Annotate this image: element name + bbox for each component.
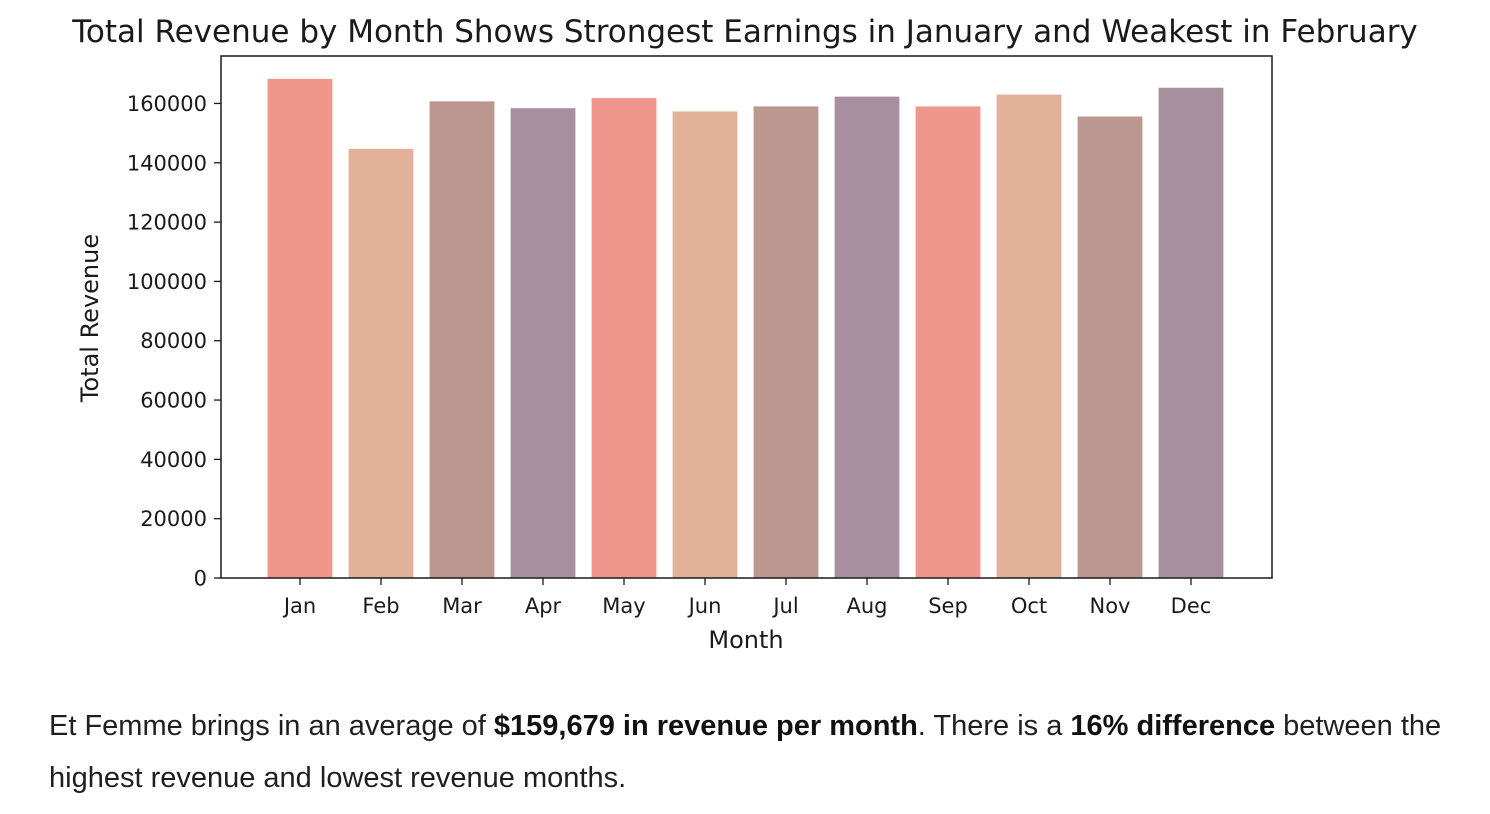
x-tick-label: Jul <box>771 594 798 618</box>
bar-mar <box>429 101 495 578</box>
bar-jul <box>753 106 819 578</box>
x-tick-label: May <box>602 594 645 618</box>
bar-jun <box>672 111 738 579</box>
caption-text-3: between the highest revenue and lowest r… <box>49 710 1442 794</box>
y-axis: 0 20000 40000 60000 80000 100000 120000 140000 1… <box>127 92 221 591</box>
caption-text-2: . There is a <box>917 710 1071 742</box>
x-tick-label: Jun <box>687 594 722 618</box>
y-tick-label: 40000 <box>140 448 207 472</box>
caption-difference: 16% difference <box>1070 710 1276 742</box>
chart-title: Total Revenue by Month Shows Strongest E… <box>71 14 1418 50</box>
y-tick-label: 20000 <box>140 507 207 531</box>
y-tick-label: 60000 <box>140 389 207 413</box>
revenue-bar-chart: Total Revenue by Month Shows Strongest E… <box>71 14 1418 654</box>
x-tick-label: Mar <box>442 594 482 618</box>
bar-aug <box>834 96 900 578</box>
y-tick-label: 0 <box>194 567 207 591</box>
bar-feb <box>348 148 414 579</box>
x-tick-label: Sep <box>928 594 968 618</box>
y-tick-label: 120000 <box>127 211 207 235</box>
x-tick-label: Feb <box>362 594 399 618</box>
summary-caption: Et Femme brings in an average of $159,67… <box>49 700 1469 804</box>
y-axis-label: Total Revenue <box>76 234 104 403</box>
bar-nov <box>1077 116 1143 578</box>
y-tick-label: 80000 <box>140 329 207 353</box>
x-tick-label: Apr <box>525 594 562 618</box>
bar-oct <box>996 94 1062 578</box>
bars-layer <box>267 78 1224 579</box>
bar-sep <box>915 106 981 578</box>
x-tick-label: Jan <box>282 594 316 618</box>
x-tick-label: Nov <box>1090 594 1131 618</box>
x-tick-label: Dec <box>1171 594 1212 618</box>
y-tick-label: 140000 <box>127 151 207 175</box>
plot-area-frame <box>220 55 1273 579</box>
x-tick-label: Aug <box>846 594 887 618</box>
y-tick-label: 160000 <box>127 92 207 116</box>
x-axis: Jan Feb Mar Apr May Jun Jul Aug Sep Oct Nov Dec <box>282 578 1212 618</box>
bar-may <box>591 98 657 578</box>
caption-average-revenue: $159,679 in revenue per month <box>493 710 918 742</box>
y-tick-label: 100000 <box>127 270 207 294</box>
caption-text-1: Et Femme brings in an average of <box>49 710 494 742</box>
bar-dec <box>1158 87 1224 578</box>
bar-apr <box>510 108 576 578</box>
chart-svg: Total Revenue by Month Shows Strongest E… <box>71 14 1418 654</box>
x-axis-label: Month <box>708 626 783 654</box>
x-tick-label: Oct <box>1011 594 1047 618</box>
bar-jan <box>267 78 333 579</box>
